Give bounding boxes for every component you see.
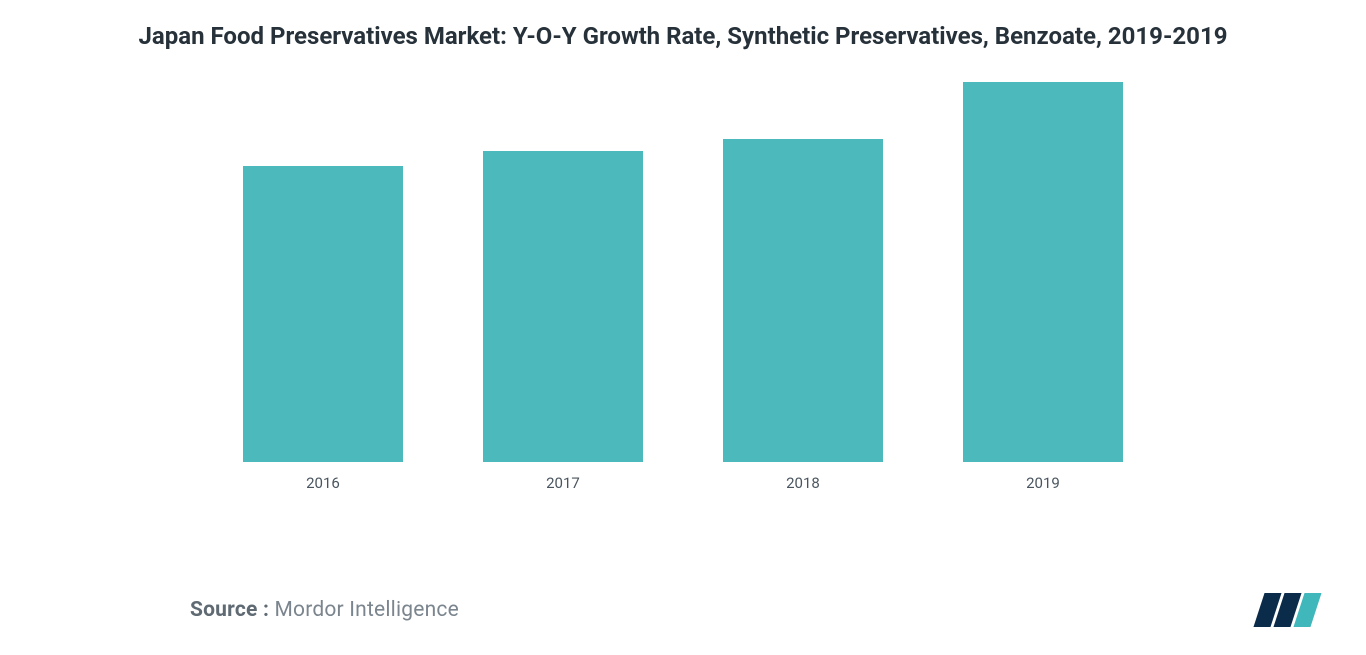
x-axis-labels: 2016201720182019	[203, 474, 1163, 492]
source-label: Source :	[190, 598, 269, 622]
source-attribution: Source : Mordor Intelligence	[190, 598, 459, 622]
x-axis-label: 2017	[443, 474, 683, 492]
chart-footer: Source : Mordor Intelligence	[0, 593, 1366, 627]
source-value: Mordor Intelligence	[274, 598, 458, 622]
mordor-logo-icon	[1259, 593, 1316, 627]
x-axis-label: 2018	[683, 474, 923, 492]
x-axis-label: 2016	[203, 474, 443, 492]
chart-title: Japan Food Preservatives Market: Y-O-Y G…	[30, 20, 1336, 52]
bar-slot	[443, 82, 683, 462]
bar-slot	[683, 82, 923, 462]
x-axis-label: 2019	[923, 474, 1163, 492]
bar-slot	[203, 82, 443, 462]
bar-slot	[923, 82, 1163, 462]
bar-group	[203, 82, 1163, 462]
bar	[243, 166, 403, 462]
chart-container: Japan Food Preservatives Market: Y-O-Y G…	[0, 0, 1366, 655]
bar	[723, 139, 883, 462]
bar	[483, 151, 643, 463]
bar	[963, 82, 1123, 462]
chart-plot-area	[203, 82, 1163, 462]
